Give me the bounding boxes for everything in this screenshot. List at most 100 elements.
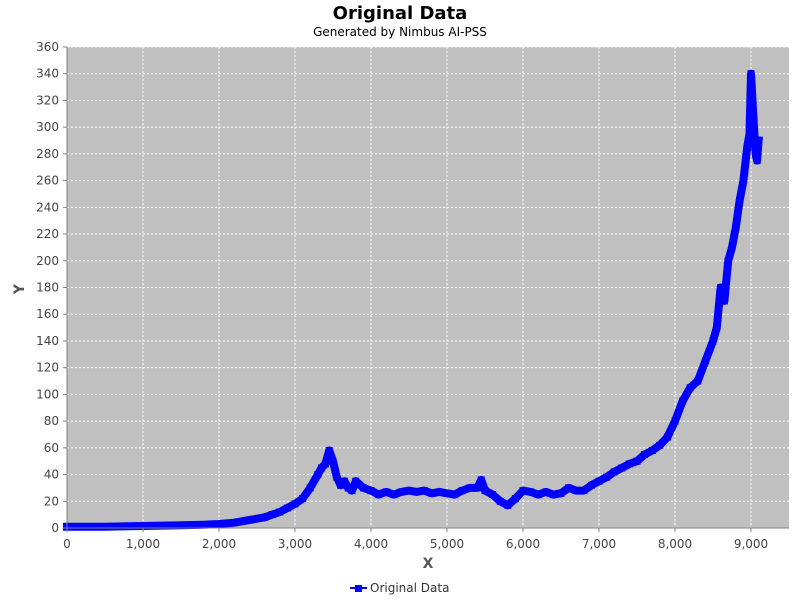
- data-point: [743, 143, 751, 151]
- data-point: [752, 150, 760, 158]
- data-point: [177, 521, 185, 529]
- data-point: [291, 500, 299, 508]
- data-point: [595, 477, 603, 485]
- data-point: [527, 488, 535, 496]
- data-point: [314, 471, 322, 479]
- data-point: [732, 223, 740, 231]
- data-point: [717, 284, 725, 291]
- data-point: [473, 484, 481, 492]
- data-point: [489, 491, 497, 499]
- data-point: [276, 508, 284, 516]
- data-point: [352, 477, 360, 485]
- legend: Original Data: [350, 581, 449, 595]
- data-point: [686, 384, 694, 392]
- data-point: [375, 491, 383, 499]
- chart-subtitle: Generated by Nimbus AI-PSS: [313, 25, 487, 39]
- y-tick-label: 80: [44, 414, 59, 428]
- data-point: [382, 488, 390, 496]
- data-point: [283, 504, 291, 512]
- series-layer: [63, 69, 763, 531]
- data-point: [747, 70, 755, 78]
- y-tick-label: 120: [36, 361, 59, 375]
- data-point: [720, 297, 728, 305]
- data-point: [534, 491, 542, 499]
- y-tick-label: 0: [51, 521, 59, 535]
- data-point: [333, 473, 341, 481]
- data-point: [694, 377, 702, 385]
- data-point: [641, 451, 649, 458]
- data-point: [420, 487, 428, 495]
- data-point: [572, 487, 580, 495]
- y-tick-label: 20: [44, 494, 59, 508]
- data-point: [519, 487, 527, 495]
- data-point: [750, 123, 758, 131]
- data-point: [321, 460, 329, 468]
- data-point: [318, 464, 326, 472]
- data-point: [679, 397, 687, 405]
- data-point: [496, 497, 504, 505]
- data-point: [549, 491, 557, 499]
- x-tick-label: 6,000: [506, 537, 540, 551]
- x-tick-label: 2,000: [202, 537, 236, 551]
- data-point: [701, 357, 709, 365]
- data-point: [101, 523, 109, 531]
- data-point: [625, 460, 633, 468]
- data-point: [390, 491, 398, 499]
- data-point: [739, 177, 747, 185]
- data-point: [344, 484, 352, 492]
- x-tick-label: 3,000: [278, 537, 312, 551]
- y-axis-label: Y: [12, 283, 28, 295]
- data-point: [749, 96, 756, 104]
- y-tick-label: 360: [36, 40, 59, 54]
- data-point: [397, 488, 405, 496]
- y-tick-label: 160: [36, 307, 59, 321]
- y-tick-label: 200: [36, 254, 59, 268]
- data-point: [753, 157, 761, 165]
- data-point: [618, 464, 626, 472]
- y-axis-ticks: 0 20 40 60 80 100 120 140 160 180 200 220 240 260 280 3…: [36, 40, 67, 535]
- data-point: [413, 488, 421, 496]
- y-tick-label: 260: [36, 174, 59, 188]
- data-point: [261, 513, 269, 521]
- y-tick-label: 180: [36, 281, 59, 295]
- data-point: [610, 468, 618, 476]
- data-point: [728, 243, 736, 251]
- data-point: [633, 457, 641, 465]
- x-tick-label: 5,000: [430, 537, 464, 551]
- data-point: [736, 197, 744, 205]
- data-point: [329, 457, 337, 465]
- data-point: [709, 337, 717, 345]
- data-point: [340, 477, 348, 485]
- data-point: [306, 484, 314, 492]
- data-point: [428, 489, 436, 497]
- x-tick-label: 8,000: [658, 537, 692, 551]
- data-point: [542, 488, 550, 496]
- data-point: [656, 441, 664, 449]
- x-tick-label: 0: [63, 537, 71, 551]
- data-point: [245, 516, 253, 524]
- data-point: [481, 487, 489, 495]
- data-point: [268, 511, 276, 519]
- data-point: [200, 521, 208, 529]
- data-point: [325, 447, 333, 454]
- data-point: [466, 484, 474, 492]
- data-point: [299, 495, 307, 503]
- data-point: [557, 489, 565, 497]
- y-tick-label: 100: [36, 387, 59, 401]
- data-point: [435, 488, 443, 496]
- data-point: [215, 520, 223, 528]
- data-point: [648, 447, 656, 454]
- data-point: [724, 257, 732, 265]
- y-tick-label: 340: [36, 67, 59, 81]
- data-point: [755, 137, 763, 144]
- data-point: [477, 476, 485, 484]
- x-tick-label: 4,000: [354, 537, 388, 551]
- data-point: [663, 433, 671, 441]
- data-point: [359, 484, 367, 492]
- data-point: [746, 130, 753, 138]
- data-point: [230, 519, 238, 527]
- data-point: [713, 324, 721, 332]
- y-tick-label: 240: [36, 200, 59, 214]
